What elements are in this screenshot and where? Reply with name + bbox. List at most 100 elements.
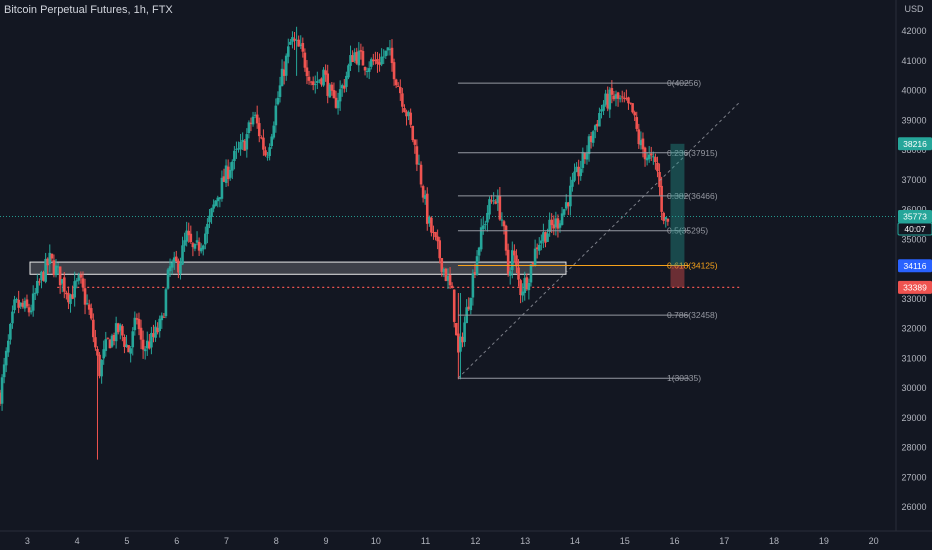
candle	[289, 38, 292, 46]
candle-body	[15, 299, 18, 301]
candle	[135, 313, 139, 325]
candle	[664, 216, 668, 228]
horizontal-lines-layer	[0, 215, 896, 288]
candle-body	[21, 302, 25, 307]
time-tick-label: 5	[124, 536, 129, 546]
candle	[380, 48, 383, 67]
candle	[301, 37, 305, 58]
candle-body	[31, 293, 35, 311]
candle	[17, 290, 20, 314]
candle-body	[179, 263, 182, 274]
candle-body	[548, 219, 551, 232]
price-tick-label: 28000	[901, 443, 926, 453]
candle-body	[372, 59, 375, 62]
candle-body	[187, 230, 191, 236]
candle	[328, 82, 332, 98]
candle-body	[181, 245, 184, 265]
candle-body	[581, 151, 585, 168]
candle-body	[170, 262, 174, 268]
candle	[222, 168, 226, 182]
candle	[73, 271, 76, 307]
candle-body	[620, 96, 624, 98]
candle	[264, 146, 267, 157]
candle-body	[6, 340, 10, 353]
candle-body	[606, 93, 610, 109]
candle	[581, 147, 585, 173]
candle-body	[189, 233, 193, 243]
candle-body	[666, 218, 670, 222]
candle-body	[77, 274, 81, 281]
candle	[121, 324, 124, 342]
time-tick-label: 15	[620, 536, 630, 546]
candle	[566, 201, 570, 215]
time-axis[interactable]: 3 4 5 6 7 8 9 10 11 12 13 14 15 16 17 18 19 20	[0, 530, 932, 546]
price-tick-label: 42000	[901, 26, 926, 36]
candle	[367, 61, 371, 80]
price-tag-value: 33389	[903, 283, 927, 293]
candle	[199, 243, 203, 254]
candle-body	[506, 249, 510, 275]
candle-body	[284, 55, 288, 76]
candle-body	[521, 291, 524, 296]
candle	[54, 259, 58, 278]
candle-body	[488, 199, 491, 215]
candle	[394, 78, 398, 89]
time-tick-label: 7	[224, 536, 229, 546]
candle	[513, 244, 516, 263]
candle-body	[612, 95, 616, 100]
candle-body	[121, 326, 124, 336]
candle	[295, 26, 298, 76]
candle-body	[94, 337, 97, 348]
candle	[357, 42, 361, 73]
candle-body	[577, 166, 580, 177]
candle	[504, 224, 508, 256]
candle	[158, 315, 162, 338]
candle-body	[131, 331, 135, 348]
fibonacci-retracement[interactable]: 0(40256) 0.236(37915) 0.382(36466) 0.5(3529…	[457, 78, 740, 383]
candle	[9, 322, 12, 345]
price-tag-bg	[898, 259, 932, 273]
candle-body	[222, 176, 226, 182]
candle-body	[452, 289, 456, 322]
candle	[533, 239, 537, 267]
candle	[42, 270, 45, 282]
candle-body	[40, 271, 43, 281]
candle	[471, 269, 475, 306]
candle	[374, 51, 377, 65]
candle	[152, 324, 155, 343]
candle	[620, 90, 624, 103]
candle-body	[272, 125, 276, 138]
candle-body	[216, 197, 220, 202]
candle-body	[2, 364, 6, 378]
candle-body	[425, 193, 429, 224]
candle	[658, 163, 661, 197]
candle	[353, 48, 356, 63]
candle	[347, 63, 350, 80]
candle	[60, 278, 64, 293]
candle-body	[398, 87, 402, 94]
candle-body	[297, 39, 300, 47]
candle-body	[145, 340, 149, 349]
price-tick-label: 39000	[901, 115, 926, 125]
time-tick-label: 14	[570, 536, 580, 546]
candle-body	[573, 171, 576, 181]
candle-body	[593, 125, 597, 131]
candle-body	[440, 258, 444, 272]
candle-body	[542, 232, 545, 242]
candle	[6, 334, 10, 357]
candle	[336, 92, 340, 115]
candle-body	[299, 44, 303, 47]
long-position-tool[interactable]	[670, 143, 685, 288]
candle-body	[141, 339, 145, 350]
fib-level-label: 0.382(36466)	[667, 191, 718, 201]
candle-body	[168, 266, 172, 272]
candle	[40, 270, 43, 289]
candle	[278, 76, 282, 103]
candle-body	[330, 84, 334, 91]
candle-body	[274, 105, 278, 126]
candle-body	[419, 164, 423, 185]
price-tick-label: 37000	[901, 175, 926, 185]
candle	[575, 162, 578, 173]
candle	[67, 286, 70, 310]
